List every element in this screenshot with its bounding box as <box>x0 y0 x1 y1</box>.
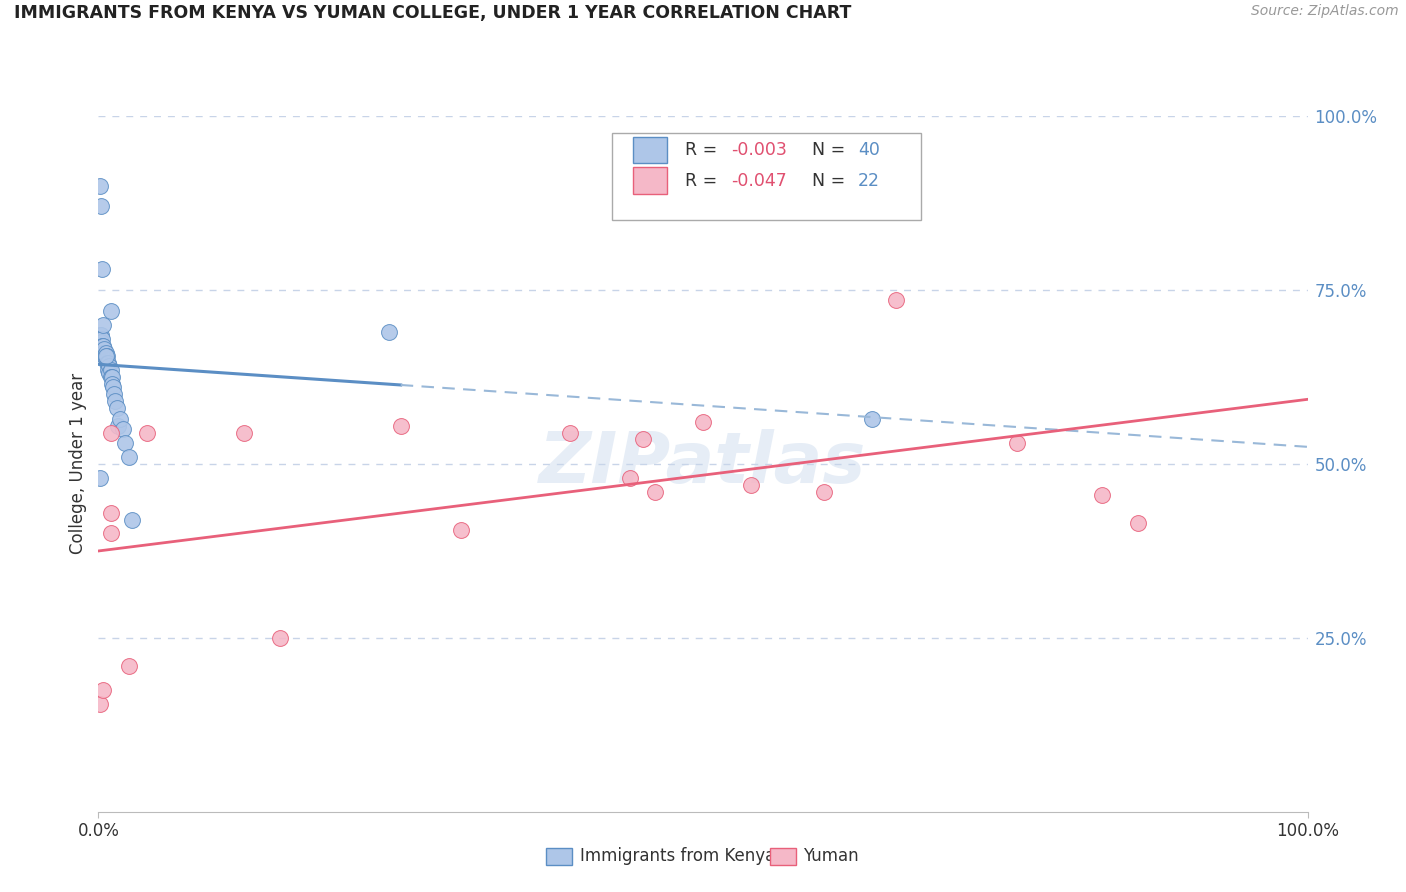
Point <box>97 363 120 377</box>
Point <box>89 471 111 485</box>
Point <box>91 338 114 352</box>
Text: Source: ZipAtlas.com: Source: ZipAtlas.com <box>1251 4 1399 19</box>
Point <box>100 506 122 520</box>
Point <box>1007 436 1029 450</box>
Point <box>860 411 883 425</box>
Bar <box>546 848 572 865</box>
Point <box>118 450 141 464</box>
Point <box>91 345 114 359</box>
Point <box>89 178 111 193</box>
Point <box>232 425 254 440</box>
Text: R =: R = <box>685 141 723 159</box>
Point <box>103 387 125 401</box>
FancyBboxPatch shape <box>613 134 921 220</box>
Point <box>111 422 134 436</box>
Text: 22: 22 <box>858 171 880 190</box>
Point <box>97 356 120 370</box>
Point <box>90 328 112 343</box>
Text: IMMIGRANTS FROM KENYA VS YUMAN COLLEGE, UNDER 1 YEAR CORRELATION CHART: IMMIGRANTS FROM KENYA VS YUMAN COLLEGE, … <box>14 4 852 22</box>
Point <box>91 683 114 698</box>
Text: Yuman: Yuman <box>803 847 859 865</box>
Point <box>631 433 654 447</box>
Point <box>644 484 666 499</box>
Text: 40: 40 <box>858 141 880 159</box>
Text: R =: R = <box>685 171 723 190</box>
Point <box>100 369 122 384</box>
Text: N =: N = <box>811 171 851 190</box>
Point <box>269 631 291 645</box>
Y-axis label: College, Under 1 year: College, Under 1 year <box>69 373 87 555</box>
Point <box>1128 516 1150 530</box>
Point <box>89 328 111 343</box>
Text: ZIPatlas: ZIPatlas <box>540 429 866 499</box>
Point <box>94 349 117 363</box>
Point <box>105 401 128 416</box>
Point <box>91 262 114 277</box>
Point <box>121 512 143 526</box>
Point <box>813 484 835 499</box>
Point <box>100 376 122 391</box>
Point <box>100 303 122 318</box>
Point <box>118 658 141 673</box>
Point <box>1091 488 1114 502</box>
Point <box>91 318 114 332</box>
Point <box>101 380 124 394</box>
Point <box>93 349 115 363</box>
Text: Immigrants from Kenya: Immigrants from Kenya <box>579 847 775 865</box>
Point <box>91 332 114 346</box>
Point <box>90 199 112 213</box>
Bar <box>633 136 666 163</box>
Point <box>450 523 472 537</box>
Point <box>94 345 117 359</box>
Point <box>93 342 115 356</box>
Point <box>98 359 121 374</box>
Point <box>100 369 122 384</box>
Point <box>96 349 118 363</box>
Point <box>377 325 399 339</box>
Point <box>740 477 762 491</box>
Point <box>619 471 641 485</box>
Point <box>558 425 581 440</box>
Point <box>107 418 129 433</box>
Bar <box>633 168 666 194</box>
Point <box>89 697 111 711</box>
Point <box>389 418 412 433</box>
Point <box>91 338 114 352</box>
Point <box>886 293 908 308</box>
Point <box>104 394 127 409</box>
Point <box>100 363 122 377</box>
Point <box>96 356 118 370</box>
Point <box>100 526 122 541</box>
Text: N =: N = <box>811 141 851 159</box>
Text: -0.047: -0.047 <box>731 171 786 190</box>
Text: -0.003: -0.003 <box>731 141 787 159</box>
Point <box>135 425 157 440</box>
Point <box>114 436 136 450</box>
Point <box>94 352 117 367</box>
Point <box>108 411 131 425</box>
Point <box>692 415 714 429</box>
Point <box>100 425 122 440</box>
Point <box>98 367 121 381</box>
Bar <box>769 848 796 865</box>
Point <box>90 334 112 349</box>
